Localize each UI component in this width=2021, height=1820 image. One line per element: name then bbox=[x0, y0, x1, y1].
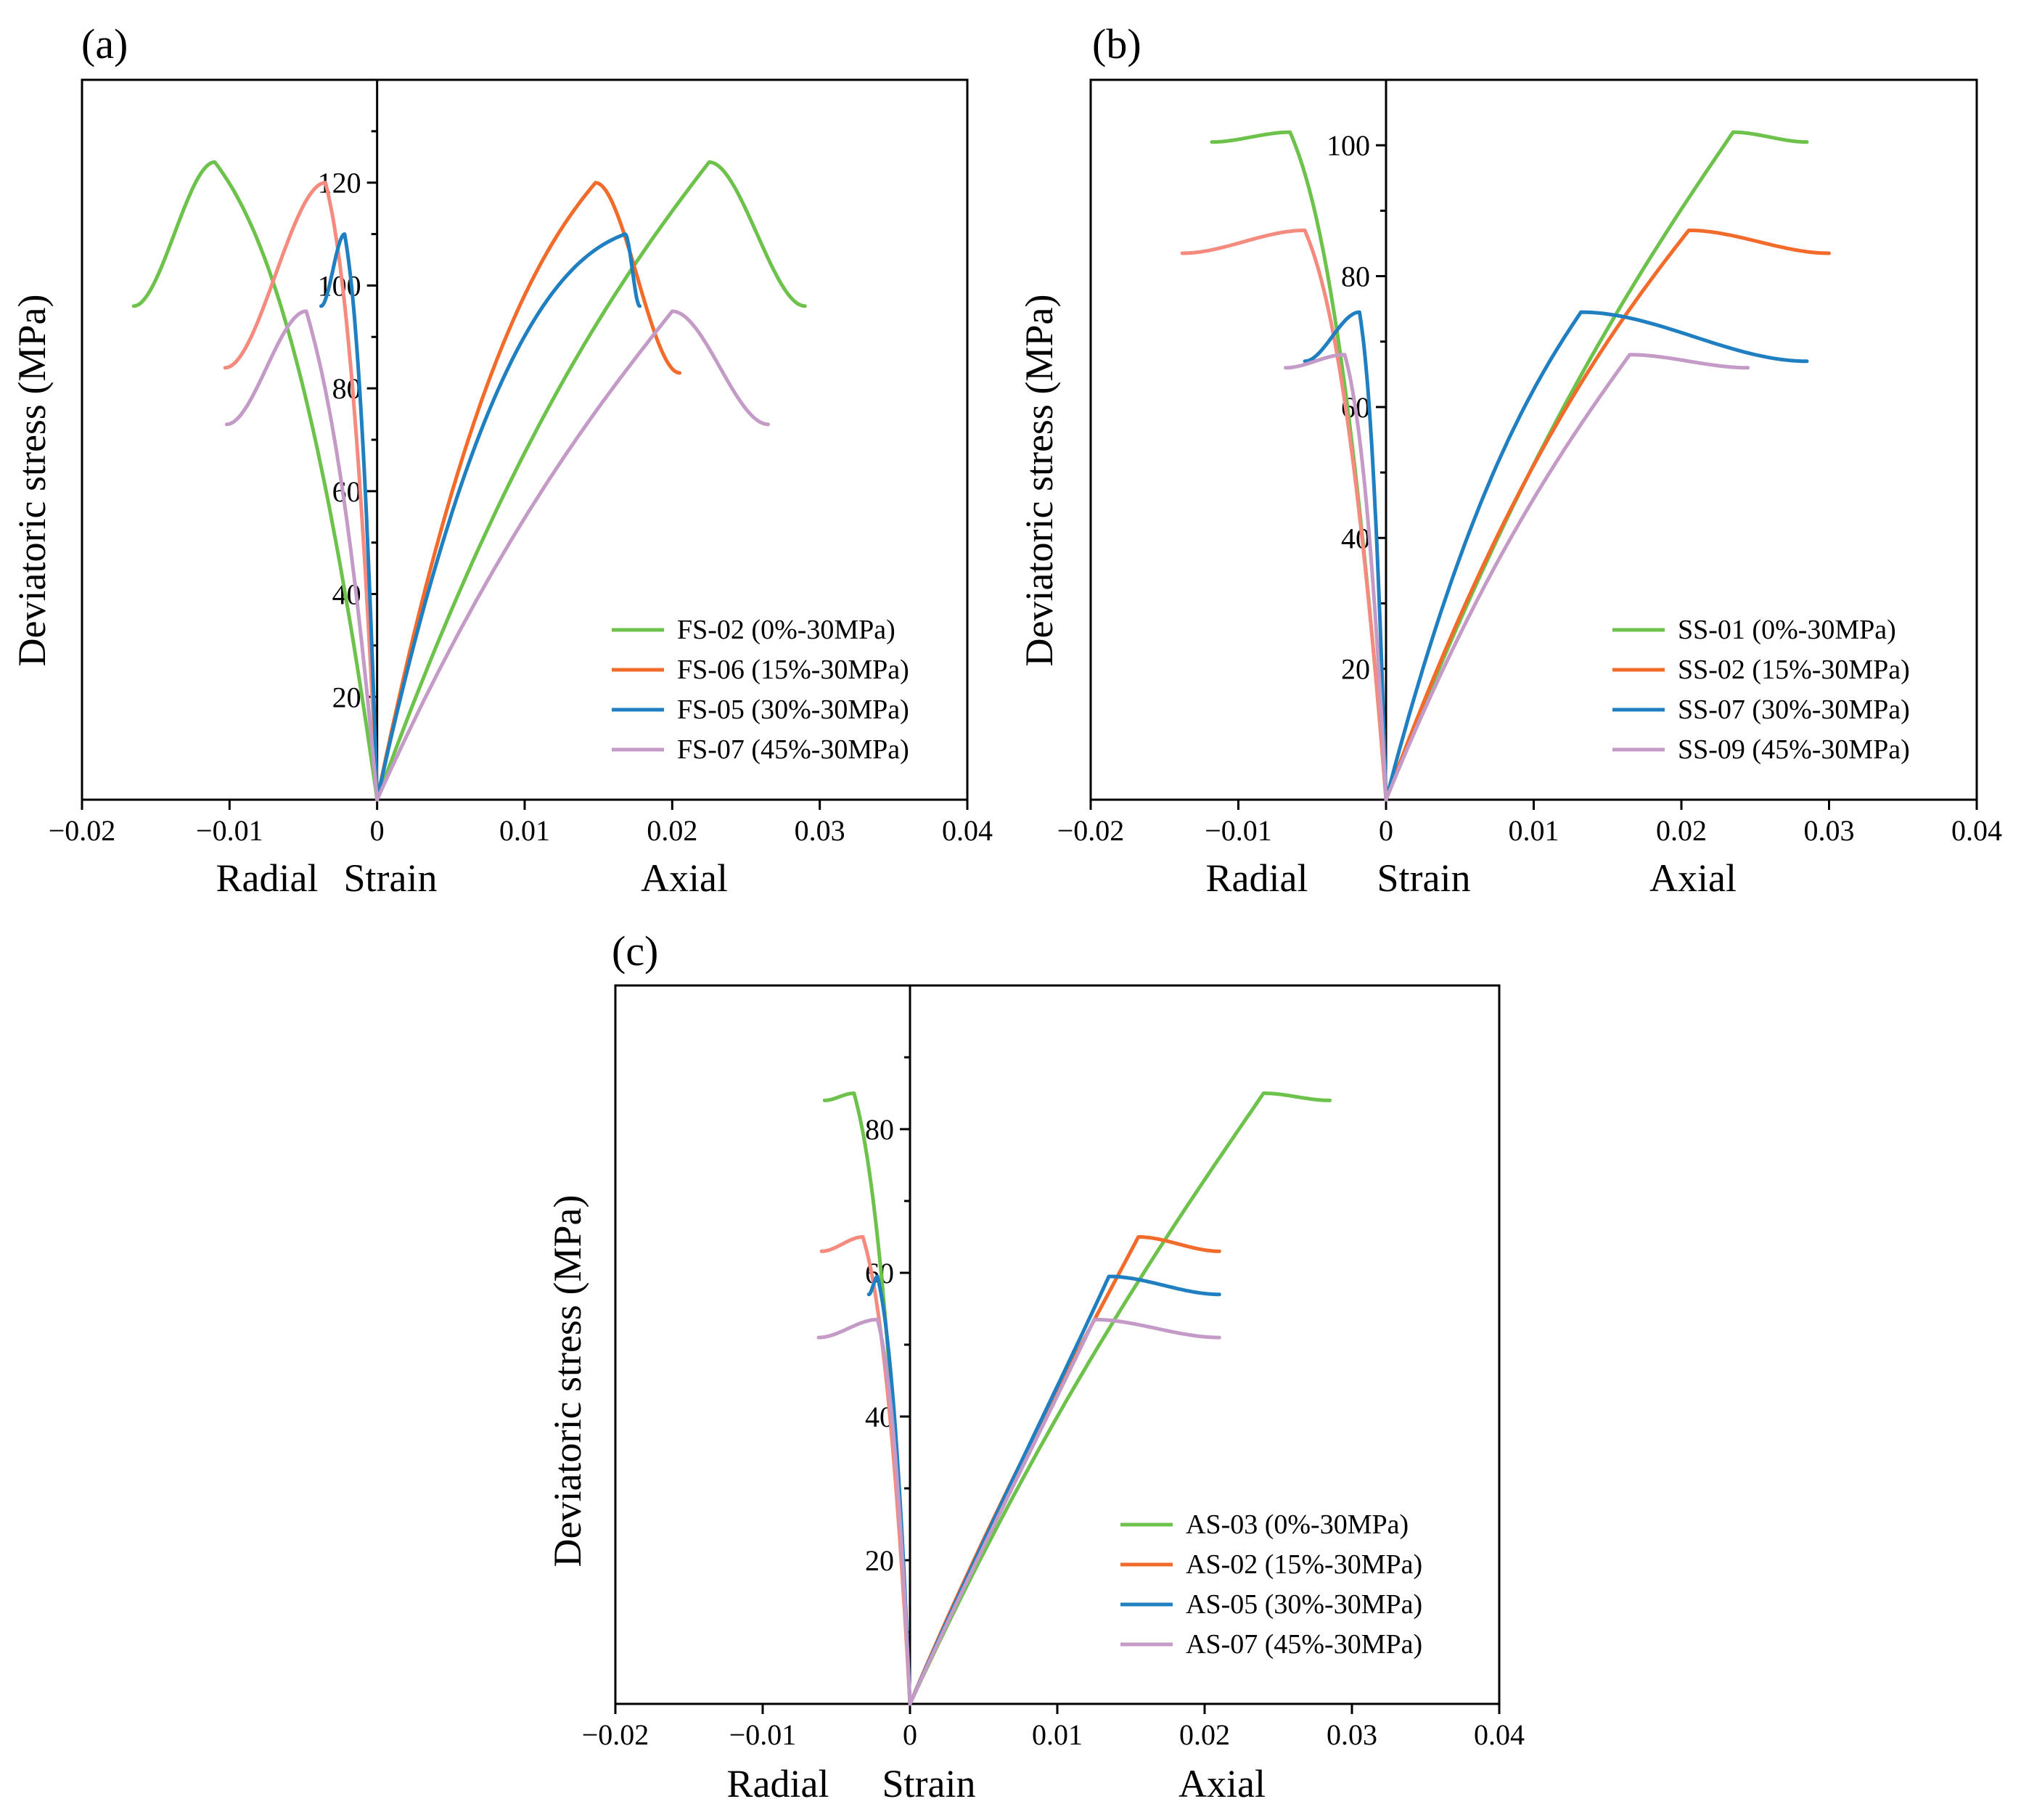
x-axis-word-axial: Axial bbox=[641, 856, 728, 900]
plot-frame bbox=[81, 78, 969, 801]
legend-label-4: AS-07 (45%-30MPa) bbox=[1186, 1629, 1422, 1660]
x-tick-label: −0.01 bbox=[1205, 814, 1272, 847]
series-1-axial-line bbox=[375, 160, 807, 802]
legend-label-2: FS-06 (15%-30MPa) bbox=[677, 655, 909, 685]
legend-label-3: AS-05 (30%-30MPa) bbox=[1186, 1589, 1422, 1620]
x-tick-label: 0.03 bbox=[1327, 1718, 1377, 1751]
chart-panel-3: (c)−0.02 −0.01 0 0.01 0.02 0.03 0.0420406080De… bbox=[546, 927, 1525, 1805]
y-tick-label: 80 bbox=[1341, 261, 1370, 293]
x-tick-label: 0.01 bbox=[1032, 1718, 1083, 1751]
series-2-radial-line bbox=[223, 181, 380, 802]
panel-label: (c) bbox=[612, 927, 658, 975]
y-tick-label: 20 bbox=[1341, 653, 1370, 686]
y-tick-label: 80 bbox=[865, 1113, 894, 1146]
y-tick-label: 60 bbox=[332, 475, 361, 508]
y-tick-label: 80 bbox=[332, 372, 361, 405]
series-4-radial-line bbox=[816, 1317, 912, 1706]
x-axis-word-axial: Axial bbox=[1649, 856, 1737, 900]
legend-label-1: SS-01 (0%-30MPa) bbox=[1678, 615, 1896, 645]
legend-label-2: AS-02 (15%-30MPa) bbox=[1186, 1549, 1422, 1580]
series-2-axial-line bbox=[908, 1235, 1221, 1706]
x-axis-word-strain: Strain bbox=[1377, 856, 1471, 900]
x-tick-label: 0.04 bbox=[1474, 1718, 1525, 1751]
chart-panel-2: (b)−0.02 −0.01 0 0.01 0.02 0.03 0.042040608010… bbox=[1017, 20, 2002, 900]
y-axis-title: Deviatoric stress (MPa) bbox=[1017, 295, 1061, 667]
x-tick-label: 0.04 bbox=[1951, 814, 2002, 847]
series-2-radial-line bbox=[1180, 228, 1388, 802]
x-tick-label: −0.02 bbox=[582, 1718, 649, 1751]
series-4-axial-line bbox=[375, 309, 770, 802]
series-4-radial-line bbox=[224, 309, 380, 802]
x-tick-label: −0.01 bbox=[729, 1718, 797, 1751]
legend-label-3: SS-07 (30%-30MPa) bbox=[1678, 694, 1910, 725]
x-tick-label: 0.03 bbox=[795, 814, 845, 847]
x-tick-label: 0.02 bbox=[1179, 1718, 1230, 1751]
series-3-axial-line bbox=[375, 232, 642, 802]
series-3-radial-line bbox=[319, 232, 380, 802]
series-3-axial-line bbox=[908, 1274, 1221, 1706]
legend-label-2: SS-02 (15%-30MPa) bbox=[1678, 655, 1910, 685]
series-3-radial-line bbox=[1303, 310, 1388, 802]
series-2-axial-line bbox=[1384, 228, 1831, 802]
y-tick-label: 100 bbox=[1327, 129, 1370, 162]
x-tick-label: 0.03 bbox=[1804, 814, 1855, 847]
x-tick-label: 0 bbox=[370, 814, 385, 847]
panel-label: (b) bbox=[1092, 20, 1141, 67]
series-1-radial-line bbox=[131, 160, 380, 802]
x-tick-label: 0.04 bbox=[942, 814, 993, 847]
y-axis-title: Deviatoric stress (MPa) bbox=[10, 295, 54, 667]
x-tick-label: 0.02 bbox=[1656, 814, 1707, 847]
x-axis-word-radial: Radial bbox=[727, 1762, 829, 1805]
series-4-axial-line bbox=[1384, 353, 1750, 802]
x-tick-label: 0 bbox=[1379, 814, 1393, 847]
plot-frame bbox=[1089, 78, 1978, 801]
x-axis-word-radial: Radial bbox=[1206, 856, 1308, 900]
y-axis-title: Deviatoric stress (MPa) bbox=[546, 1195, 589, 1567]
x-axis-word-axial: Axial bbox=[1178, 1762, 1266, 1805]
x-axis-word-strain: Strain bbox=[344, 856, 438, 900]
series-3-axial-line bbox=[1384, 310, 1809, 802]
series-4-axial-line bbox=[908, 1317, 1221, 1706]
y-tick-label: 20 bbox=[865, 1544, 894, 1577]
x-axis-word-radial: Radial bbox=[216, 856, 319, 900]
x-tick-label: −0.02 bbox=[1057, 814, 1125, 847]
y-tick-label: 20 bbox=[332, 681, 361, 713]
legend-label-1: AS-03 (0%-30MPa) bbox=[1186, 1509, 1409, 1540]
x-tick-label: 0.02 bbox=[647, 814, 697, 847]
legend-label-3: FS-05 (30%-30MPa) bbox=[677, 694, 909, 725]
series-1-radial-line bbox=[822, 1091, 912, 1706]
x-axis-word-strain: Strain bbox=[882, 1762, 976, 1805]
legend-label-1: FS-02 (0%-30MPa) bbox=[677, 615, 895, 645]
x-tick-label: −0.01 bbox=[196, 814, 263, 847]
series-4-radial-line bbox=[1284, 353, 1388, 802]
x-tick-label: 0.01 bbox=[1509, 814, 1559, 847]
chart-panel-1: (a)−0.02 −0.01 0 0.01 0.02 0.03 0.042040608010… bbox=[10, 20, 993, 900]
series-2-axial-line bbox=[375, 181, 681, 802]
x-tick-label: 0.01 bbox=[499, 814, 550, 847]
series-3-radial-line bbox=[866, 1274, 912, 1706]
x-tick-label: −0.02 bbox=[49, 814, 116, 847]
legend-label-4: SS-09 (45%-30MPa) bbox=[1678, 734, 1910, 765]
legend-label-4: FS-07 (45%-30MPa) bbox=[677, 734, 909, 765]
y-tick-label: 40 bbox=[1341, 522, 1370, 554]
x-tick-label: 0 bbox=[903, 1718, 917, 1751]
panel-label: (a) bbox=[81, 20, 128, 67]
